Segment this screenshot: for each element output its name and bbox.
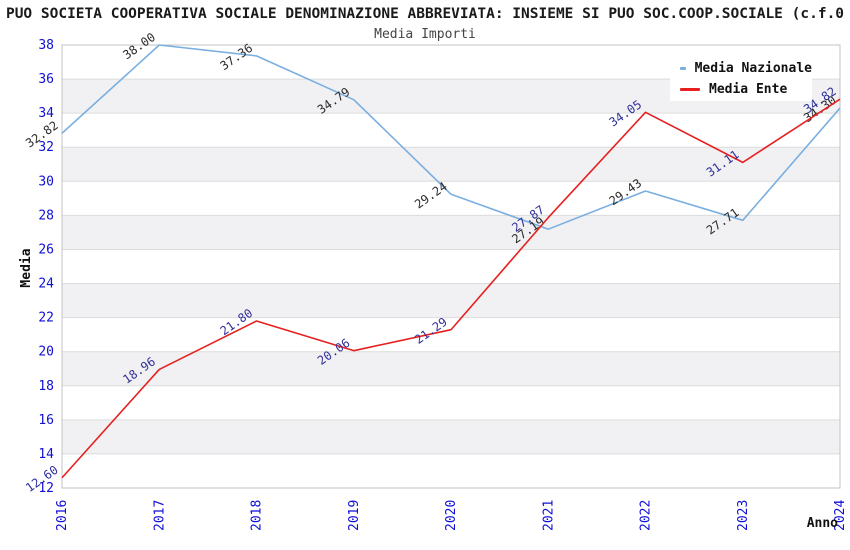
svg-text:30: 30 [38, 174, 54, 189]
svg-text:32: 32 [38, 140, 54, 155]
svg-text:2018: 2018 [250, 500, 265, 531]
legend-label: Media Ente [709, 81, 788, 97]
plot-bands [62, 79, 840, 454]
svg-text:2024: 2024 [833, 500, 848, 531]
legend: Media Nazionale Media Ente [670, 57, 812, 101]
svg-text:20: 20 [38, 345, 54, 360]
legend-item-media-nazionale: Media Nazionale [670, 60, 812, 78]
svg-text:38: 38 [38, 38, 54, 53]
svg-text:16: 16 [38, 413, 54, 428]
plot-border [61, 44, 841, 489]
svg-text:24: 24 [38, 277, 54, 292]
svg-text:14: 14 [38, 447, 54, 462]
svg-text:2016: 2016 [55, 500, 70, 531]
legend-label: Media Nazionale [694, 61, 812, 77]
svg-text:2020: 2020 [444, 500, 459, 531]
series-line-media-nazionale [61, 44, 841, 230]
chart-title: PUO SOCIETA COOPERATIVA SOCIALE DENOMINA… [5, 6, 845, 22]
svg-text:26: 26 [38, 242, 54, 257]
y-axis-ticks: 38 36 34 32 30 28 26 24 22 20 18 16 14 12 [38, 38, 54, 496]
svg-text:34: 34 [38, 106, 54, 121]
legend-line-swatch-blue-icon [680, 67, 686, 71]
svg-text:18: 18 [38, 379, 54, 394]
svg-text:37.36: 37.36 [218, 41, 256, 73]
legend-line-swatch-red-icon [680, 87, 700, 91]
svg-text:36: 36 [38, 72, 54, 87]
svg-text:2021: 2021 [541, 500, 556, 531]
svg-text:12: 12 [38, 481, 54, 496]
y-axis-title: Media [19, 248, 34, 287]
x-axis-title: Anno [807, 516, 838, 531]
series-line-media-ente [61, 98, 841, 479]
svg-text:2023: 2023 [736, 500, 751, 531]
gridlines [62, 78, 840, 455]
svg-text:22: 22 [38, 311, 54, 326]
svg-text:28: 28 [38, 208, 54, 223]
svg-text:29.24: 29.24 [412, 179, 450, 211]
svg-text:2019: 2019 [347, 500, 362, 531]
svg-text:38.00: 38.00 [120, 30, 158, 62]
chart-subtitle: Media Importi [374, 27, 476, 42]
svg-text:2022: 2022 [639, 500, 654, 531]
x-axis-ticks: 2016 2017 2018 2019 2020 2021 2022 2023 2024 [55, 500, 848, 531]
svg-text:2017: 2017 [152, 500, 167, 531]
legend-item-media-ente: Media Ente [670, 80, 812, 98]
